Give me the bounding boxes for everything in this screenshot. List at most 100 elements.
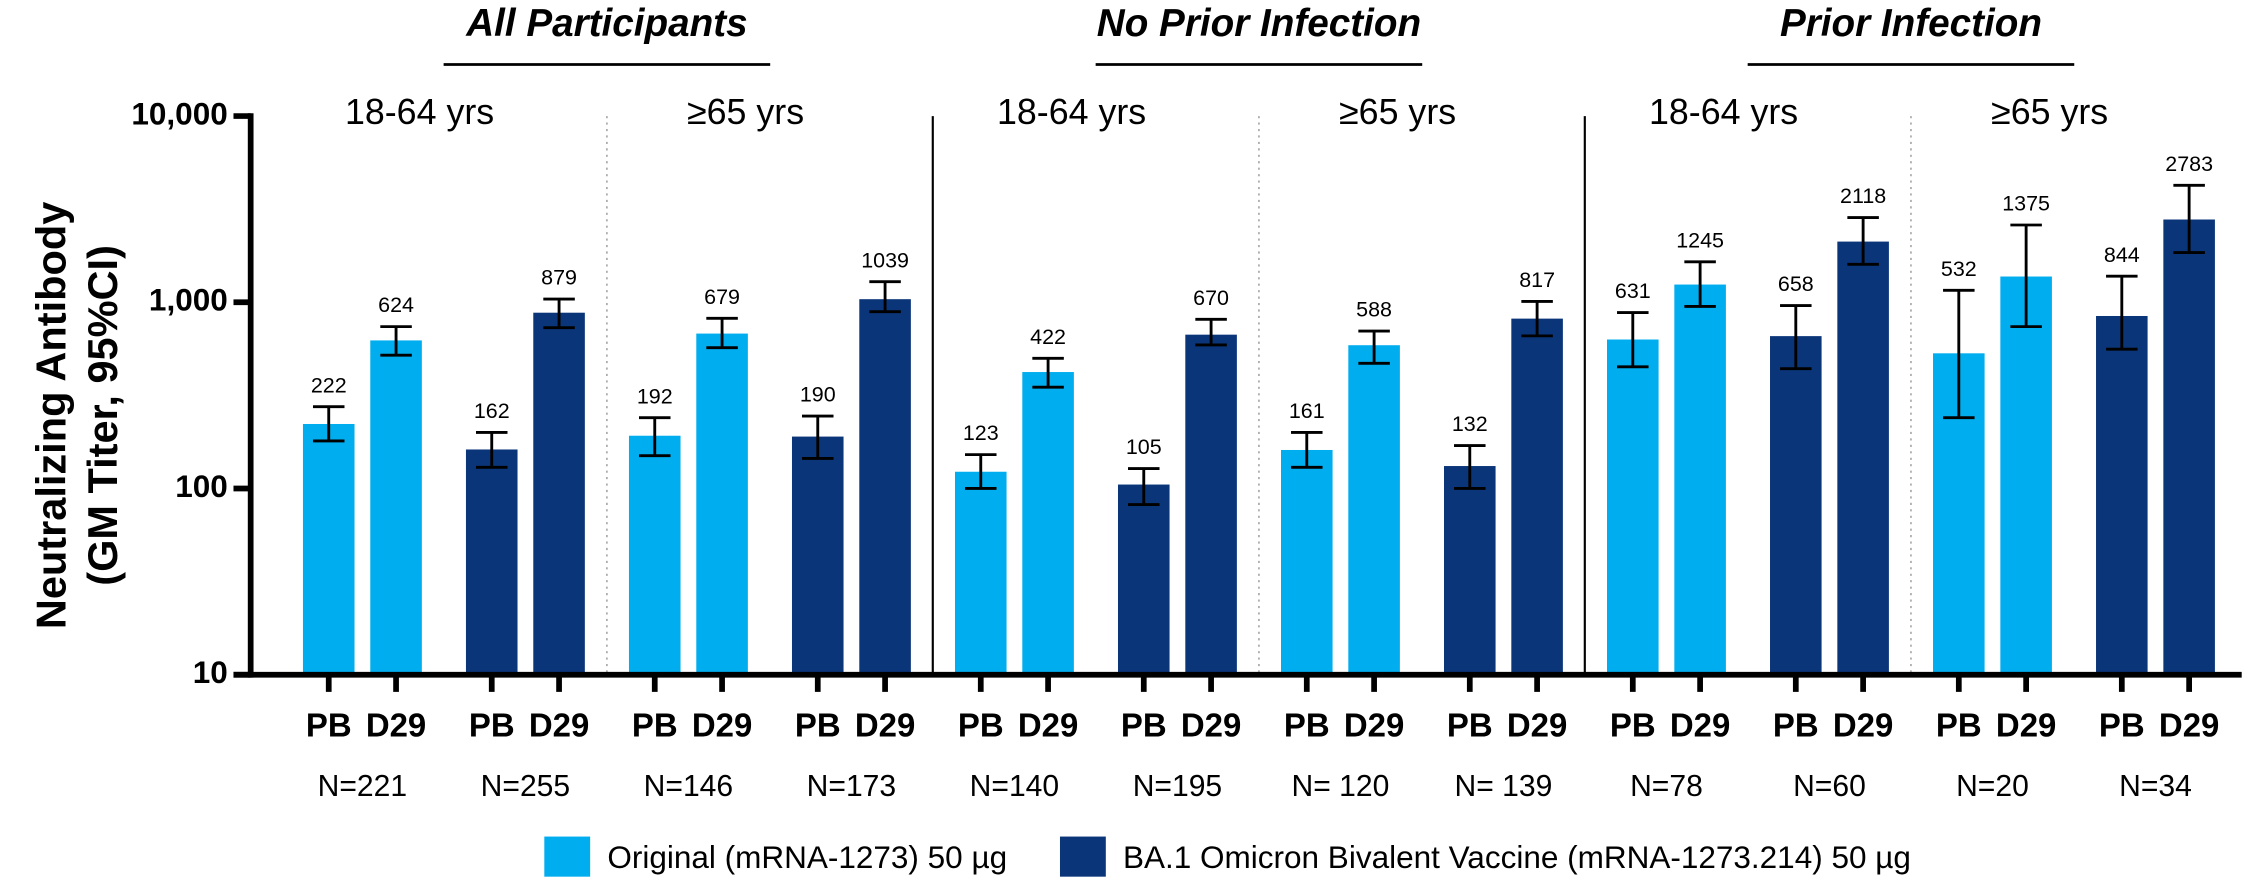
y-tick-label: 1,000 bbox=[149, 282, 228, 318]
bar bbox=[370, 340, 422, 675]
y-tick-label: 10 bbox=[193, 654, 228, 690]
value-label: 588 bbox=[1356, 298, 1392, 322]
legend-swatch bbox=[544, 836, 591, 877]
bar bbox=[2000, 276, 2052, 675]
subgroup-label: 18-64 yrs bbox=[997, 92, 1146, 132]
x-tick-label: PB bbox=[469, 706, 515, 743]
subgroup-label: ≥65 yrs bbox=[687, 92, 804, 132]
subgroup-label: ≥65 yrs bbox=[1339, 92, 1456, 132]
bar bbox=[1444, 466, 1496, 675]
value-label: 624 bbox=[378, 293, 414, 317]
subgroup-label: ≥65 yrs bbox=[1991, 92, 2108, 132]
x-tick-label: D29 bbox=[1181, 706, 1241, 743]
bar bbox=[302, 423, 355, 675]
x-tick-label: D29 bbox=[1018, 706, 1078, 743]
bar bbox=[1607, 339, 1659, 675]
n-label: N=78 bbox=[1630, 770, 1703, 803]
value-label: 679 bbox=[704, 285, 740, 309]
bar bbox=[1185, 334, 1237, 675]
x-tick-label: PB bbox=[306, 706, 352, 743]
value-label: 161 bbox=[1289, 399, 1325, 423]
x-tick-label: D29 bbox=[1344, 706, 1404, 743]
bar bbox=[791, 436, 844, 675]
x-tick-label: PB bbox=[1773, 706, 1819, 743]
x-tick-label: D29 bbox=[1833, 706, 1893, 743]
x-tick-label: PB bbox=[632, 706, 678, 743]
bar bbox=[1837, 241, 1889, 675]
n-label: N=60 bbox=[1793, 770, 1866, 803]
value-label: 222 bbox=[311, 373, 347, 397]
x-tick-label: PB bbox=[1936, 706, 1982, 743]
bar bbox=[2096, 315, 2148, 675]
value-label: 422 bbox=[1030, 325, 1066, 349]
x-tick-label: PB bbox=[795, 706, 841, 743]
value-label: 2118 bbox=[1840, 184, 1886, 208]
value-label: 162 bbox=[474, 399, 510, 423]
bar bbox=[2163, 219, 2215, 675]
subgroup-label: 18-64 yrs bbox=[345, 92, 494, 132]
group-title: No Prior Infection bbox=[1097, 2, 1421, 45]
x-tick-label: D29 bbox=[1670, 706, 1730, 743]
bar bbox=[1280, 449, 1333, 675]
legend-label: BA.1 Omicron Bivalent Vaccine (mRNA-1273… bbox=[1123, 839, 1911, 875]
value-label: 670 bbox=[1193, 286, 1229, 310]
n-label: N=146 bbox=[644, 770, 733, 803]
value-label: 1039 bbox=[861, 248, 909, 272]
value-label: 190 bbox=[800, 383, 836, 407]
value-label: 192 bbox=[637, 384, 673, 408]
bar bbox=[859, 299, 911, 675]
value-label: 879 bbox=[541, 266, 577, 290]
legend-label: Original (mRNA-1273) 50 µg bbox=[607, 839, 1007, 875]
n-label: N=140 bbox=[970, 770, 1059, 803]
bar bbox=[1674, 284, 1726, 675]
value-label: 817 bbox=[1519, 268, 1555, 292]
value-label: 532 bbox=[1941, 257, 1977, 281]
n-label: N=195 bbox=[1133, 770, 1222, 803]
value-label: 844 bbox=[2104, 243, 2140, 267]
group-title: Prior Infection bbox=[1780, 2, 2042, 45]
y-tick-label: 10,000 bbox=[131, 95, 227, 131]
x-tick-label: D29 bbox=[2159, 706, 2219, 743]
value-label: 631 bbox=[1615, 279, 1651, 303]
n-label: N= 120 bbox=[1292, 770, 1390, 803]
x-tick-label: D29 bbox=[692, 706, 752, 743]
bar bbox=[465, 449, 518, 675]
x-tick-label: D29 bbox=[855, 706, 915, 743]
x-tick-label: D29 bbox=[1507, 706, 1567, 743]
x-tick-label: PB bbox=[1610, 706, 1656, 743]
value-label: 105 bbox=[1126, 435, 1162, 459]
bar bbox=[628, 435, 681, 675]
x-tick-label: PB bbox=[1284, 706, 1330, 743]
n-label: N= 139 bbox=[1455, 770, 1553, 803]
subgroup-label: 18-64 yrs bbox=[1649, 92, 1798, 132]
bar bbox=[696, 333, 748, 675]
bar bbox=[1117, 484, 1170, 675]
value-label: 1375 bbox=[2002, 192, 2050, 216]
bar bbox=[1348, 345, 1400, 675]
x-tick-label: PB bbox=[958, 706, 1004, 743]
x-tick-label: PB bbox=[2099, 706, 2145, 743]
bar bbox=[954, 471, 1007, 675]
n-label: N=255 bbox=[481, 770, 570, 803]
x-tick-label: PB bbox=[1447, 706, 1493, 743]
legend-swatch bbox=[1059, 836, 1106, 877]
bar bbox=[1511, 318, 1563, 675]
x-tick-label: PB bbox=[1121, 706, 1167, 743]
bar bbox=[533, 312, 585, 675]
value-label: 132 bbox=[1452, 412, 1488, 436]
value-label: 2783 bbox=[2165, 152, 2213, 176]
n-label: N=20 bbox=[1956, 770, 2029, 803]
bar bbox=[1770, 336, 1822, 675]
n-label: N=221 bbox=[318, 770, 407, 803]
y-axis-label: Neutralizing Antibody bbox=[27, 202, 74, 629]
group-title: All Participants bbox=[465, 2, 747, 45]
y-tick-label: 100 bbox=[175, 468, 228, 504]
y-axis-label: (GM Titer, 95%CI) bbox=[79, 245, 126, 586]
n-label: N=34 bbox=[2119, 770, 2192, 803]
value-label: 658 bbox=[1778, 272, 1814, 296]
bar bbox=[1022, 372, 1074, 675]
x-tick-label: D29 bbox=[366, 706, 426, 743]
n-label: N=173 bbox=[807, 770, 896, 803]
x-tick-label: D29 bbox=[1996, 706, 2056, 743]
